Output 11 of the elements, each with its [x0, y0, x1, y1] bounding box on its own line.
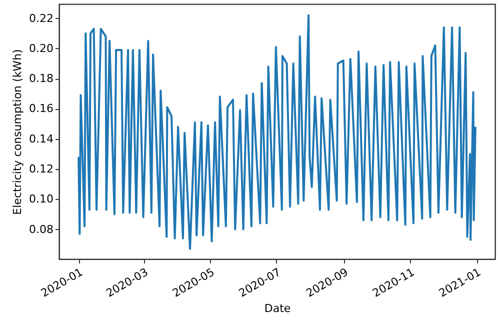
y-tick-label: 0.18: [29, 72, 54, 86]
x-axis-title: Date: [264, 302, 291, 316]
y-tick-label: 0.22: [29, 12, 54, 25]
line-series: [78, 14, 476, 250]
y-tick-label: 0.14: [29, 132, 54, 146]
y-tick-label: 0.16: [29, 102, 54, 116]
y-tick-label: 0.08: [29, 222, 54, 236]
y-tick-label: 0.12: [29, 162, 54, 176]
y-tick-label: 0.10: [29, 192, 54, 206]
y-tick-label: 0.20: [29, 42, 54, 55]
y-axis-title: Electricity consumption (kWh): [11, 49, 24, 215]
